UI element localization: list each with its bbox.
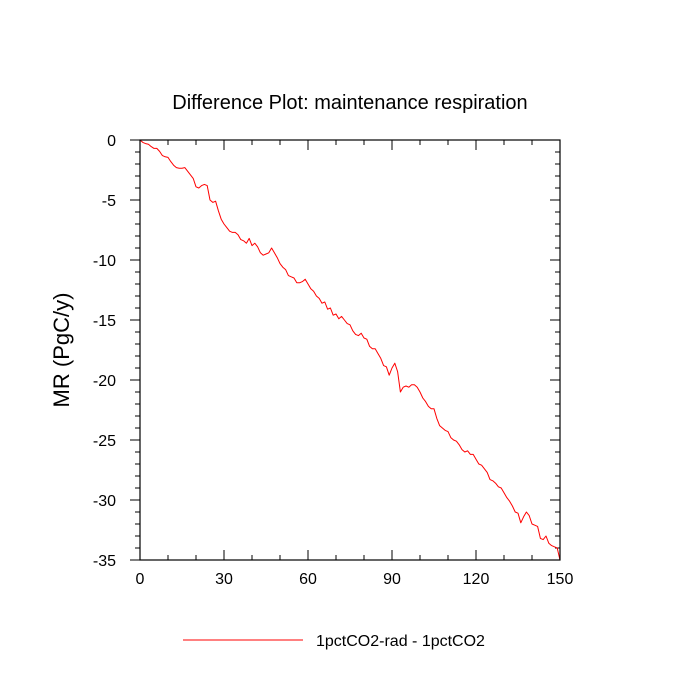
y-tick-label: -15 xyxy=(93,313,116,330)
y-axis-label: MR (PgC/y) xyxy=(49,293,74,408)
plot-frame xyxy=(139,139,561,561)
x-tick-label: 0 xyxy=(136,571,145,588)
y-tick-label: -25 xyxy=(93,433,116,450)
x-tick-label: 30 xyxy=(215,571,233,588)
legend: 1pctCO2-rad - 1pctCO2 xyxy=(183,633,485,650)
x-tick-label: 90 xyxy=(383,571,401,588)
legend-label: 1pctCO2-rad - 1pctCO2 xyxy=(316,633,485,650)
axis-tick-labels: 0 30 60 90 120 150 0 -5 -10 -15 -20 -25 -30 -35 xyxy=(93,133,574,588)
axis-ticks xyxy=(130,139,561,561)
x-tick-label: 150 xyxy=(547,571,574,588)
series-group xyxy=(139,139,561,561)
x-tick-label: 60 xyxy=(299,571,317,588)
chart-title: Difference Plot: maintenance respiration xyxy=(172,92,527,114)
y-tick-label: -35 xyxy=(93,553,116,570)
y-tick-label: -20 xyxy=(93,373,116,390)
y-tick-label: -10 xyxy=(93,253,116,270)
x-tick-label: 120 xyxy=(463,571,490,588)
y-tick-label: -30 xyxy=(93,493,116,510)
y-tick-label: -5 xyxy=(102,193,116,210)
y-tick-label: 0 xyxy=(107,133,116,150)
series-line xyxy=(139,139,561,561)
